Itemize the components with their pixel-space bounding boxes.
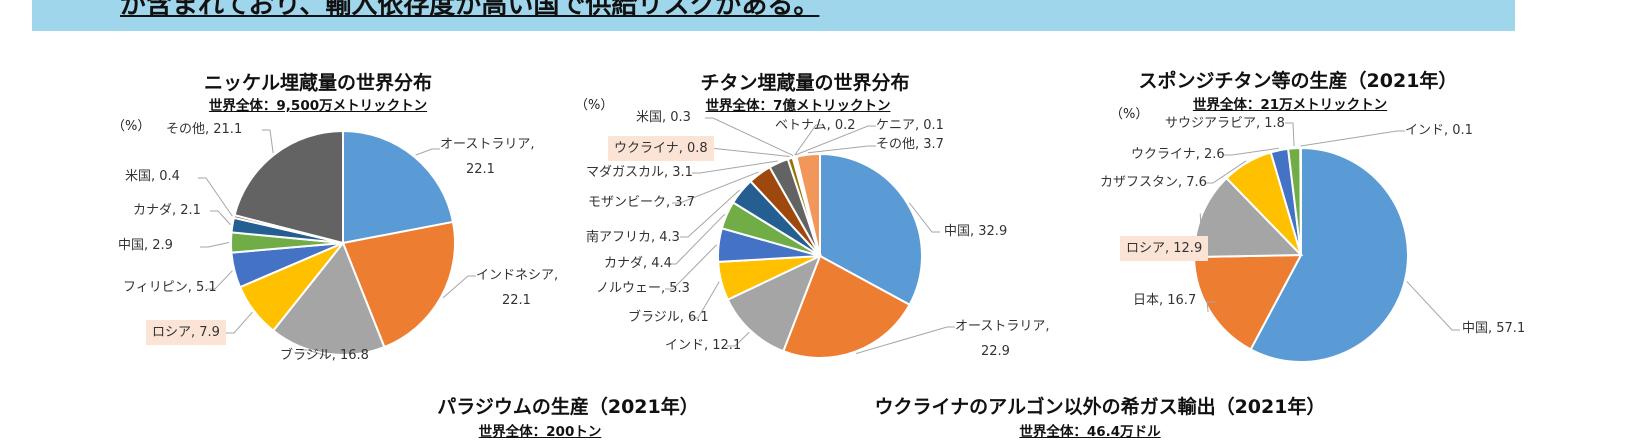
nickel-unit-label: （%） (112, 119, 151, 134)
pie-slice-日本 (1193, 253, 1303, 351)
sponge-titanium-unit-label: （%） (1110, 107, 1149, 122)
titanium-chart-title: チタン埋蔵量の世界分布 (700, 72, 910, 94)
titanium-chart-subtitle: 世界全体：7億メトリックトン (705, 98, 891, 114)
leader-line (1285, 122, 1295, 147)
leader-line (690, 281, 720, 319)
data-label: モザンビーク, 3.7 (588, 195, 695, 210)
pie-slice-中国 (1249, 146, 1409, 363)
pie-slice-ブラジル (271, 241, 386, 356)
leader-line (1205, 160, 1247, 184)
data-label: ウクライナ, 0.8 (608, 136, 714, 161)
leader-line (807, 145, 876, 154)
leader-line (200, 241, 230, 248)
pie-slice-その他 (233, 129, 344, 245)
leader-line (909, 202, 940, 233)
leader-line (300, 349, 327, 357)
titanium-unit-label: （%） (575, 98, 614, 113)
banner-text: が含まれており、輸入依存度が高い国で供給リスクがある。 (120, 0, 820, 20)
data-label: カナダ, 2.1 (133, 203, 201, 218)
leader-line (855, 326, 955, 355)
leader-line (210, 210, 231, 226)
data-label: インド, 0.1 (1405, 123, 1473, 138)
data-label: 中国, 32.9 (944, 224, 1008, 239)
pie-slice-インド (726, 254, 822, 353)
palladium-chart-title: パラジウムの生産（2021年） (437, 396, 699, 418)
leader-line (727, 331, 750, 347)
pie-slice-中国 (819, 152, 923, 307)
data-label: その他, 3.7 (876, 137, 944, 152)
data-label: サウジアラビア, 1.8 (1165, 116, 1285, 131)
leader-line (442, 275, 476, 299)
data-label: ロシア, 7.9 (146, 320, 226, 345)
nickel-chart-title: ニッケル埋蔵量の世界分布 (203, 72, 433, 94)
data-label: 米国, 0.3 (636, 110, 691, 125)
data-label: ベトナム, 0.2 (775, 118, 856, 133)
data-label: 日本, 16.7 (1133, 293, 1197, 308)
data-label: カザフスタン, 7.6 (1100, 175, 1207, 190)
leader-line (1300, 130, 1405, 147)
leader-line (672, 171, 759, 204)
leader-line (795, 125, 876, 156)
data-label: ノルウェー, 5.3 (596, 281, 690, 296)
leader-line (702, 147, 790, 158)
pie-slice-オーストラリア (782, 254, 911, 359)
leader-line (668, 213, 726, 265)
data-label: ブラジル, 6.1 (628, 310, 709, 325)
summary-banner: が含まれており、輸入依存度が高い国で供給リスクがある。 (32, 0, 1515, 31)
leader-line (207, 270, 233, 290)
ukraine-gas-chart-title: ウクライナのアルゴン以外の希ガス輸出（2021年） (874, 396, 1326, 418)
data-label: 米国, 0.4 (125, 169, 180, 184)
leader-line (794, 124, 824, 156)
leader-line (1224, 147, 1280, 156)
data-label: 中国, 2.9 (118, 238, 173, 253)
leader-line (415, 148, 440, 156)
data-label: ブラジル, 16.8 (280, 348, 369, 363)
data-label: 南アフリカ, 4.3 (586, 230, 680, 245)
data-label: マダガスカル, 3.1 (586, 165, 693, 180)
sponge-titanium-chart-subtitle: 世界全体：21万メトリックトン (1192, 97, 1388, 113)
leader-line (1206, 301, 1215, 313)
palladium-chart-subtitle: 世界全体：200トン (478, 424, 602, 440)
data-label: フィリピン, 5.1 (123, 280, 217, 295)
pie-slice-インド (1299, 146, 1302, 256)
leader-line (680, 189, 740, 238)
data-label: カナダ, 4.4 (604, 256, 672, 271)
data-label: ロシア, 12.9 (1120, 236, 1209, 261)
data-label: インド, 12.1 (665, 338, 742, 353)
data-label: 中国, 57.1 (1462, 321, 1526, 336)
pie-slice-インドネシア (341, 220, 456, 349)
data-label: ウクライナ, 2.6 (1131, 147, 1225, 162)
data-label: オーストラリア, 22.1 (440, 137, 535, 177)
leader-line (665, 244, 717, 290)
data-label: オーストラリア, 22.9 (955, 319, 1050, 359)
ukraine-gas-chart-subtitle: 世界全体：46.4万ドル (1019, 424, 1161, 440)
sponge-titanium-chart-title: スポンジチタン等の生産（2021年） (1138, 70, 1458, 92)
pie-slice-その他 (795, 152, 821, 257)
leader-line (198, 177, 233, 217)
pie-slice-オーストラリア (342, 129, 455, 245)
data-label: インドネシア, 22.1 (476, 268, 559, 308)
data-label: その他, 21.1 (166, 122, 243, 137)
data-label: ケニア, 0.1 (876, 118, 944, 133)
leader-line (262, 129, 274, 153)
nickel-chart-subtitle: 世界全体：9,500万メトリックトン (208, 98, 428, 114)
leader-line (226, 311, 253, 334)
leader-line (705, 117, 794, 156)
leader-line (1406, 281, 1460, 331)
leader-line (692, 160, 778, 174)
